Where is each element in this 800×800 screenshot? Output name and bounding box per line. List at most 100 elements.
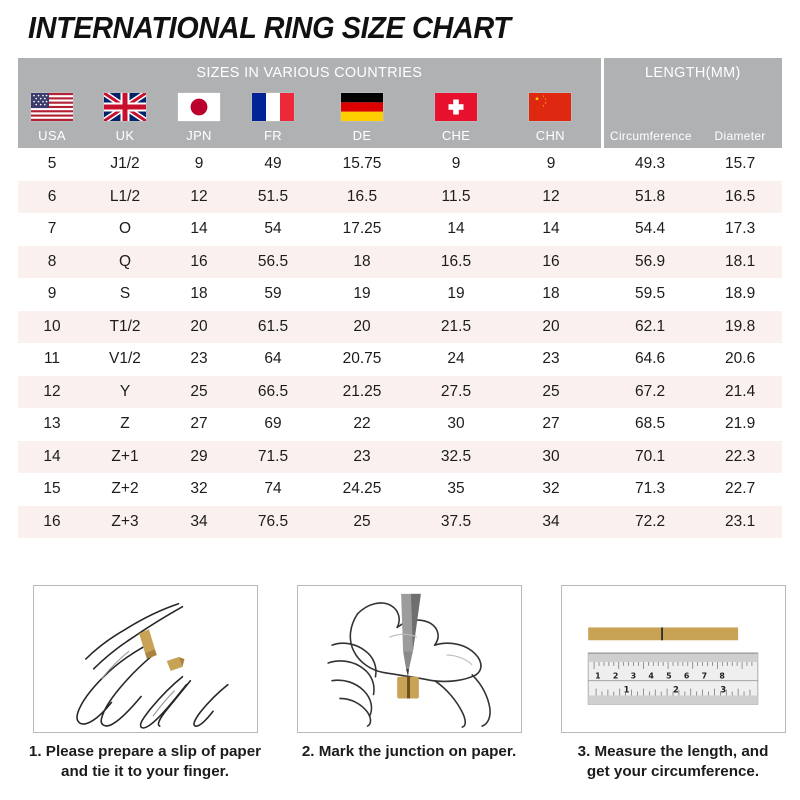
cell-diameter: 15.7 bbox=[698, 148, 783, 181]
table-header: SIZES IN VARIOUS COUNTRIES LENGTH(MM) bbox=[18, 58, 783, 148]
cell-usa: 9 bbox=[18, 278, 86, 311]
table-row: 10 T1/2 20 61.5 20 21.5 20 62.1 19.8 bbox=[18, 310, 783, 343]
cell-usa: 16 bbox=[18, 505, 86, 538]
cell-fr: 49 bbox=[234, 148, 312, 181]
cell-chn: 18 bbox=[500, 278, 603, 311]
cell-usa: 5 bbox=[18, 148, 86, 181]
column-header-usa: USA bbox=[18, 88, 86, 148]
cell-chn: 30 bbox=[500, 440, 603, 473]
group-header-sizes: SIZES IN VARIOUS COUNTRIES bbox=[18, 58, 604, 88]
flag-usa-icon bbox=[31, 93, 73, 121]
cell-fr: 59 bbox=[234, 278, 312, 311]
step-2: 2. Mark the junction on paper. bbox=[290, 585, 528, 782]
svg-text:4: 4 bbox=[648, 672, 654, 681]
svg-text:2: 2 bbox=[673, 685, 679, 695]
column-code-diameter: Diameter bbox=[714, 129, 766, 143]
cell-che: 35 bbox=[412, 473, 500, 506]
cell-chn: 14 bbox=[500, 213, 603, 246]
cell-de: 17.25 bbox=[312, 213, 412, 246]
column-header-fr: FR bbox=[234, 88, 312, 148]
cell-de: 23 bbox=[312, 440, 412, 473]
cell-de: 15.75 bbox=[312, 148, 412, 181]
cell-uk: Y bbox=[86, 375, 164, 408]
cell-fr: 76.5 bbox=[234, 505, 312, 538]
table-row: 7 O 14 54 17.25 14 14 54.4 17.3 bbox=[18, 213, 783, 246]
cell-diameter: 21.9 bbox=[698, 408, 783, 441]
cell-diameter: 18.1 bbox=[698, 245, 783, 278]
cell-chn: 34 bbox=[500, 505, 603, 538]
table-row: 6 L1/2 12 51.5 16.5 11.5 12 51.8 16.5 bbox=[18, 180, 783, 213]
svg-text:2: 2 bbox=[612, 672, 617, 681]
cell-diameter: 17.3 bbox=[698, 213, 783, 246]
cell-chn: 16 bbox=[500, 245, 603, 278]
cell-uk: S bbox=[86, 278, 164, 311]
cell-diameter: 20.6 bbox=[698, 343, 783, 376]
cell-chn: 32 bbox=[500, 473, 603, 506]
flag-uk-wrap bbox=[86, 88, 164, 126]
column-code-de: DE bbox=[352, 128, 372, 143]
step-1-illustration-panel bbox=[32, 585, 258, 733]
cell-jpn: 9 bbox=[164, 148, 234, 181]
step-1-caption-line1: 1. Please prepare a slip of paper bbox=[28, 743, 262, 760]
svg-text:3: 3 bbox=[630, 672, 635, 681]
cell-che: 32.5 bbox=[412, 440, 500, 473]
column-code-jpn: JPN bbox=[186, 128, 212, 143]
svg-text:1: 1 bbox=[595, 672, 600, 681]
cell-diameter: 18.9 bbox=[698, 278, 783, 311]
svg-text:8: 8 bbox=[719, 672, 724, 681]
cell-che: 11.5 bbox=[412, 180, 500, 213]
cell-jpn: 27 bbox=[164, 408, 234, 441]
paper-strip-finger-2 bbox=[166, 657, 184, 671]
cell-diameter: 23.1 bbox=[698, 505, 783, 538]
flag-china-icon bbox=[529, 93, 572, 121]
flag-japan-icon bbox=[178, 93, 220, 121]
cell-uk: V1/2 bbox=[86, 343, 164, 376]
column-header-chn: CHN bbox=[500, 88, 604, 148]
flag-france-wrap bbox=[234, 88, 312, 126]
step-3-caption-line2: get your circumference. bbox=[586, 763, 760, 780]
cell-circumference: 70.1 bbox=[602, 440, 699, 473]
cell-usa: 8 bbox=[18, 245, 86, 278]
cell-uk: O bbox=[86, 213, 164, 246]
flag-uk-icon bbox=[104, 93, 146, 121]
cell-de: 18 bbox=[312, 245, 412, 278]
column-code-circumference: Circumference bbox=[609, 129, 692, 143]
cell-fr: 54 bbox=[234, 213, 312, 246]
cell-jpn: 25 bbox=[164, 375, 234, 408]
step-1-caption-line2: and tie it to your finger. bbox=[61, 763, 229, 780]
group-header-row: SIZES IN VARIOUS COUNTRIES LENGTH(MM) bbox=[18, 58, 783, 88]
cell-fr: 66.5 bbox=[234, 375, 312, 408]
table-row: 15 Z+2 32 74 24.25 35 32 71.3 22.7 bbox=[18, 473, 783, 506]
column-header-circumference: Circumference bbox=[602, 88, 699, 148]
column-code-chn: CHN bbox=[535, 128, 565, 143]
cell-circumference: 49.3 bbox=[602, 148, 699, 181]
circumference-spacer bbox=[604, 88, 699, 126]
cell-fr: 69 bbox=[234, 408, 312, 441]
cell-jpn: 20 bbox=[164, 310, 234, 343]
hand-with-paper-strip-icon bbox=[75, 602, 229, 729]
cell-uk: Z+1 bbox=[86, 440, 164, 473]
cell-usa: 7 bbox=[18, 213, 86, 246]
cell-diameter: 22.7 bbox=[698, 473, 783, 506]
cell-uk: Q bbox=[86, 245, 164, 278]
measured-paper-strip bbox=[587, 627, 738, 641]
cell-uk: Z bbox=[86, 408, 164, 441]
flag-france-icon bbox=[252, 93, 294, 121]
table-row: 12 Y 25 66.5 21.25 27.5 25 67.2 21.4 bbox=[18, 375, 783, 408]
cell-jpn: 32 bbox=[164, 473, 234, 506]
flag-china-wrap bbox=[500, 88, 601, 126]
cell-fr: 51.5 bbox=[234, 180, 312, 213]
cell-de: 22 bbox=[312, 408, 412, 441]
column-header-diameter: Diameter bbox=[698, 88, 783, 148]
diameter-spacer bbox=[698, 88, 782, 126]
step-2-caption-line1: 2. Mark the junction on paper. bbox=[301, 743, 517, 760]
column-code-che: CHE bbox=[441, 128, 471, 143]
column-header-che: CHE bbox=[412, 88, 500, 148]
page-title: INTERNATIONAL RING SIZE CHART bbox=[28, 10, 511, 45]
cell-de: 24.25 bbox=[312, 473, 412, 506]
step-2-illustration-panel bbox=[296, 585, 522, 733]
cell-che: 24 bbox=[412, 343, 500, 376]
table-row: 14 Z+1 29 71.5 23 32.5 30 70.1 22.3 bbox=[18, 440, 783, 473]
